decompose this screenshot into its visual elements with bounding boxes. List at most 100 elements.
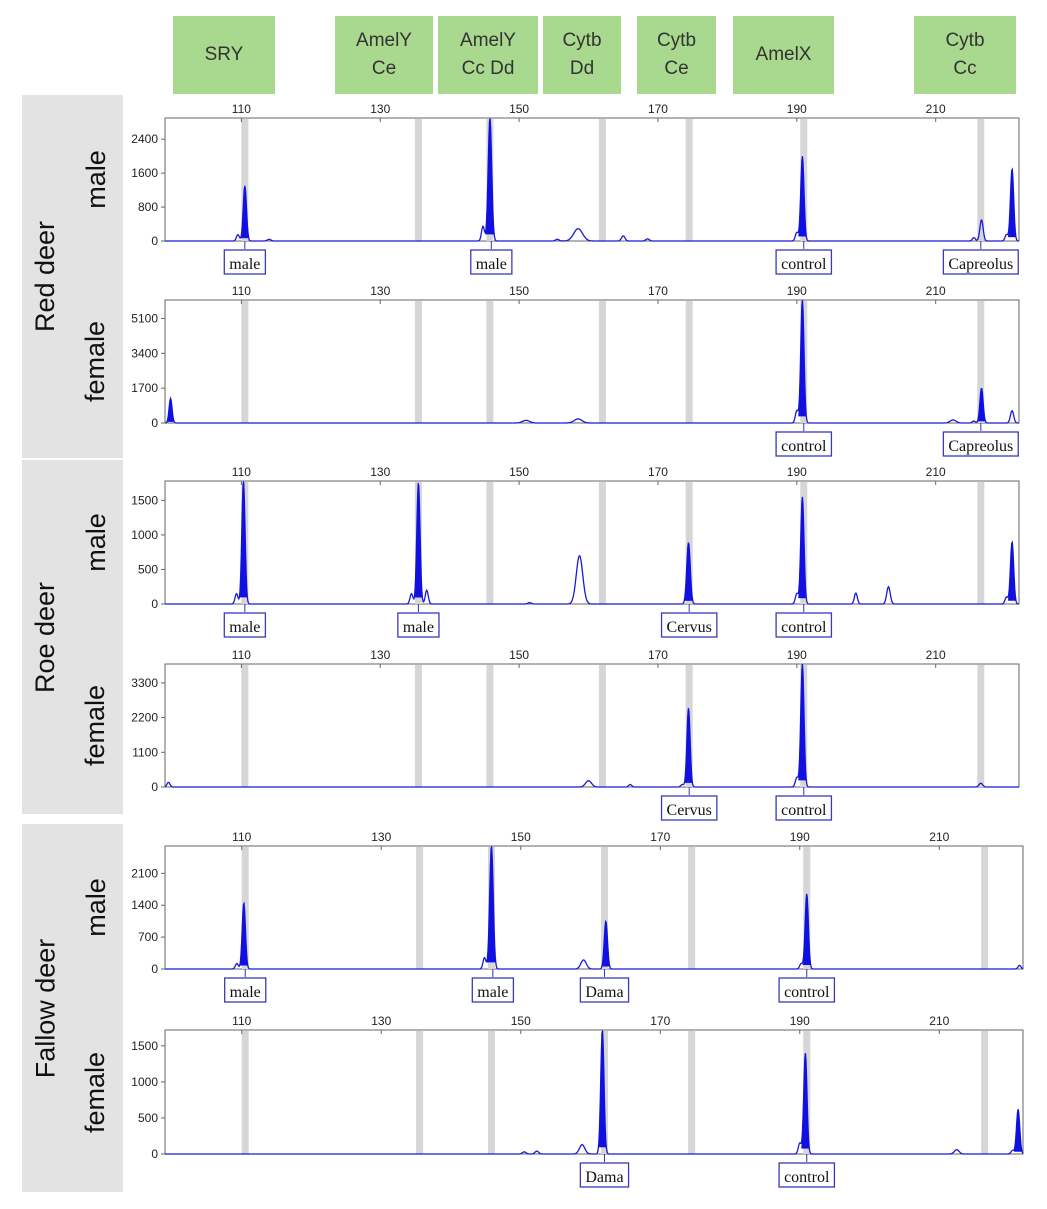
peak-fill — [598, 1029, 607, 1148]
x-tick-label: 150 — [509, 465, 529, 479]
x-tick-label: 150 — [509, 284, 529, 298]
allele-call-label: control — [781, 438, 827, 455]
allele-call-label: male — [230, 984, 261, 1001]
y-tick-label: 0 — [151, 597, 158, 611]
header-amely-ce: AmelY Ce — [335, 16, 433, 94]
x-tick-label: 110 — [232, 648, 251, 662]
allele-call-label: Capreolus — [948, 438, 1013, 455]
allele-call-box — [470, 249, 513, 275]
header-label: AmelY Ce — [356, 30, 412, 79]
x-tick-label: 110 — [232, 284, 251, 298]
y-tick-label: 2100 — [131, 866, 158, 880]
marker-bin — [416, 1031, 424, 1154]
marker-bin — [487, 1031, 495, 1154]
marker-bin — [241, 301, 249, 423]
header-amelx: AmelX — [733, 16, 834, 94]
x-tick-label: 170 — [648, 648, 668, 662]
allele-call-label: Dama — [585, 1169, 623, 1186]
y-tick-label: 700 — [138, 930, 158, 944]
allele-call-label: Capreolus — [948, 256, 1013, 273]
marker-bin — [414, 301, 422, 423]
marker-bin — [598, 665, 606, 787]
peak-fill — [486, 845, 496, 963]
peak-fill — [239, 902, 249, 966]
marker-bin — [977, 665, 985, 787]
allele-call-box — [397, 612, 440, 638]
header-cytb-ce: Cytb Ce — [637, 16, 716, 94]
allele-call-label: control — [784, 1169, 830, 1186]
x-tick-label: 110 — [232, 830, 251, 844]
header-label: Cytb Cc — [945, 30, 985, 79]
x-tick-label: 210 — [929, 1014, 949, 1028]
allele-call-box — [942, 431, 1019, 457]
x-tick-label: 130 — [370, 465, 390, 479]
allele-call-box — [775, 612, 833, 638]
header-sry: SRY — [173, 16, 275, 94]
allele-call-label: male — [476, 256, 507, 273]
y-tick-label: 1000 — [131, 1075, 158, 1089]
peak-fill — [1013, 1108, 1023, 1152]
trace-line — [165, 482, 1020, 605]
marker-bin — [598, 119, 606, 241]
header-label: AmelX — [755, 44, 812, 65]
y-tick-label: 0 — [151, 1147, 158, 1161]
marker-bin — [688, 847, 696, 969]
x-tick-label: 210 — [926, 284, 946, 298]
trace-line — [164, 300, 1020, 424]
allele-call-box — [778, 977, 836, 1003]
y-tick-label: 500 — [138, 562, 158, 576]
marker-bin — [685, 482, 693, 604]
allele-call-label: control — [784, 984, 830, 1001]
y-tick-label: 1000 — [131, 528, 158, 542]
x-tick-label: 150 — [509, 102, 529, 116]
species-panel-red-deer — [22, 95, 123, 458]
marker-bin — [486, 482, 494, 604]
marker-bin — [486, 301, 494, 423]
y-tick-label: 2400 — [131, 132, 158, 146]
marker-bin — [241, 847, 249, 969]
allele-call-box — [579, 977, 630, 1003]
x-tick-label: 210 — [929, 830, 949, 844]
peak-fill — [414, 482, 423, 598]
y-tick-label: 0 — [151, 962, 158, 976]
y-tick-label: 1600 — [131, 166, 158, 180]
allele-call-label: male — [229, 256, 260, 273]
marker-bin — [414, 119, 422, 241]
allele-call-box — [224, 977, 267, 1003]
trace-line — [165, 118, 1020, 242]
x-tick-label: 150 — [511, 830, 531, 844]
y-tick-label: 5100 — [131, 311, 158, 325]
peak-fill — [166, 398, 175, 422]
allele-call-label: male — [477, 984, 508, 1001]
allele-call-box — [223, 612, 267, 638]
trace-line — [164, 664, 1019, 788]
x-tick-label: 170 — [650, 1014, 670, 1028]
peak-fill — [485, 117, 495, 235]
allele-call-box — [223, 249, 267, 275]
allele-call-label: Cervus — [667, 802, 712, 819]
peak-fill — [684, 707, 693, 783]
x-tick-label: 150 — [509, 648, 529, 662]
allele-call-label: control — [781, 619, 827, 636]
x-tick-label: 130 — [370, 648, 390, 662]
peak-fill — [802, 893, 811, 966]
x-tick-label: 190 — [787, 648, 807, 662]
x-tick-label: 130 — [371, 830, 391, 844]
allele-call-label: male — [229, 619, 260, 636]
peak-fill — [977, 387, 986, 422]
marker-bin — [241, 665, 249, 787]
y-tick-label: 800 — [138, 200, 158, 214]
plot-frame — [164, 1029, 1024, 1155]
plot-frame — [164, 299, 1020, 424]
y-tick-label: 1700 — [131, 381, 158, 395]
y-tick-label: 0 — [151, 780, 158, 794]
marker-bin — [977, 119, 985, 241]
x-tick-label: 190 — [787, 465, 807, 479]
marker-bin — [977, 301, 985, 423]
peak-fill — [798, 663, 807, 781]
allele-call-label: Dama — [585, 984, 623, 1001]
marker-bin — [977, 482, 985, 604]
header-cytb-dd: Cytb Dd — [543, 16, 621, 94]
marker-bin — [598, 301, 606, 423]
allele-call-box — [775, 431, 833, 457]
